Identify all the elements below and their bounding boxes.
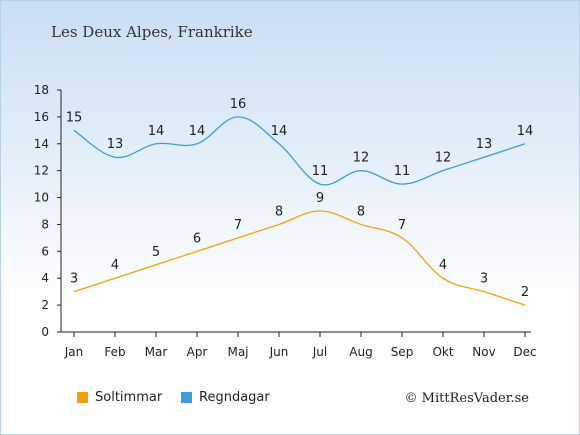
y-tick-label: 8 [41,217,49,231]
x-tick-label: Okt [432,345,453,359]
y-tick-label: 18 [34,83,49,97]
legend-item-soltimmar: Soltimmar [77,390,162,405]
data-label-soltimmar: 4 [111,258,119,273]
data-label-regndagar: 15 [66,110,83,125]
legend-swatch-regndagar [181,392,192,403]
x-tick-label: Jul [312,345,327,359]
y-tick-label: 10 [34,191,49,205]
y-tick-label: 12 [34,164,49,178]
x-tick-label: Maj [227,345,248,359]
data-label-soltimmar: 4 [439,258,447,273]
legend-label-soltimmar: Soltimmar [95,390,163,405]
data-label-regndagar: 12 [353,151,370,166]
y-tick-label: 6 [41,244,49,258]
data-label-soltimmar: 3 [480,272,488,287]
data-label-regndagar: 14 [148,124,165,139]
data-label-regndagar: 14 [189,124,206,139]
y-tick-label: 0 [41,325,49,339]
x-tick-label: Aug [349,345,372,359]
data-label-regndagar: 13 [476,137,493,152]
x-tick-label: Dec [513,345,536,359]
x-tick-label: Nov [472,345,495,359]
data-label-regndagar: 11 [394,164,411,179]
data-label-soltimmar: 7 [234,218,242,233]
data-label-regndagar: 12 [435,151,452,166]
data-label-soltimmar: 6 [193,231,201,246]
legend-item-regndagar: Regndagar [181,390,270,405]
legend-label-regndagar: Regndagar [199,390,270,405]
x-tick-label: Jun [269,345,289,359]
data-label-soltimmar: 7 [398,218,406,233]
data-label-regndagar: 14 [517,124,534,139]
legend-swatch-soltimmar [77,392,88,403]
data-label-soltimmar: 9 [316,191,324,206]
series-line-regndagar [73,116,526,186]
series-line-soltimmar [73,210,526,306]
data-label-soltimmar: 5 [152,245,160,260]
chart-title: Les Deux Alpes, Frankrike [51,23,253,41]
data-label-regndagar: 16 [230,97,247,112]
credit-text: © MittResVader.se [404,391,529,406]
x-tick-label: Apr [187,345,208,359]
y-tick-label: 4 [41,271,49,285]
data-label-soltimmar: 3 [70,272,78,287]
data-label-soltimmar: 8 [275,204,283,219]
data-label-soltimmar: 8 [357,204,365,219]
y-tick-label: 14 [34,137,49,151]
x-tick-label: Jan [64,345,84,359]
data-label-soltimmar: 2 [521,285,529,300]
data-label-regndagar: 14 [271,124,288,139]
x-tick-label: Sep [391,345,414,359]
y-tick-label: 16 [34,110,49,124]
y-tick-label: 2 [41,298,49,312]
data-label-regndagar: 13 [107,137,124,152]
x-tick-label: Feb [104,345,125,359]
data-label-regndagar: 11 [312,164,329,179]
x-tick-label: Mar [145,345,168,359]
